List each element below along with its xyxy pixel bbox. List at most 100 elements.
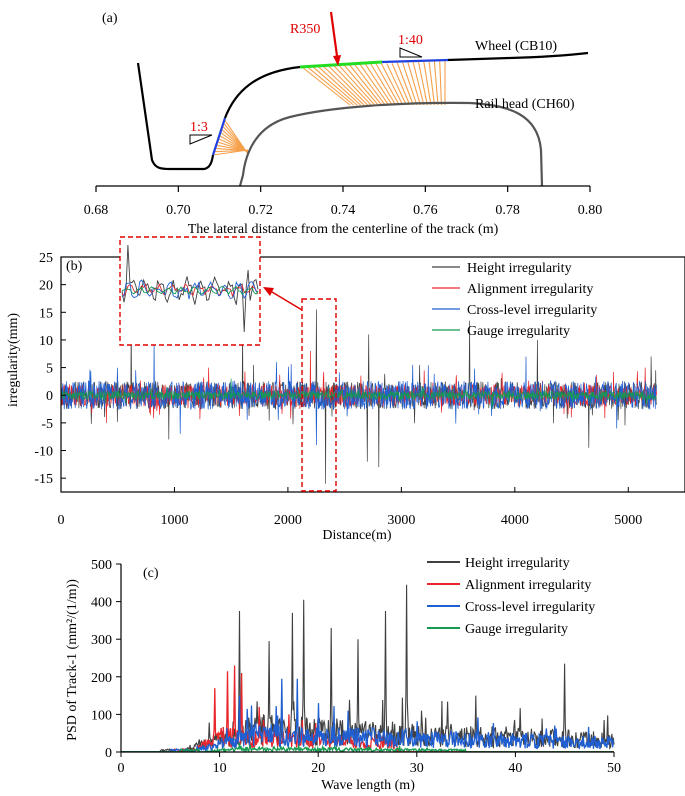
legend-b-label: Gauge irregularity — [467, 324, 570, 339]
legend-c-label: Alignment irregularity — [465, 578, 591, 593]
rail-head-profile — [238, 101, 544, 187]
zoom-inset-series — [121, 244, 259, 333]
contact-line — [343, 64, 379, 106]
axes-b: 0 1000 2000 3000 4000 5000 -15 -10 -5 0 5 10 15 20 25 — [34, 251, 642, 528]
inset-line-3 — [121, 279, 259, 300]
legend-c-label: Height irregularity — [465, 556, 570, 571]
inset-line-4 — [121, 285, 259, 296]
x-tick-label-b: 5000 — [614, 513, 642, 528]
x-ticks-a: 0.68 0.70 0.72 0.74 0.76 0.78 0.80 — [84, 186, 603, 218]
radius-label: R350 — [290, 22, 320, 37]
contact-line — [391, 63, 411, 106]
y-tick-label-b: -15 — [34, 472, 53, 487]
y-tick-label-c: 400 — [91, 596, 112, 611]
panel-b-label: (b) — [66, 259, 83, 274]
x-tick-label-c: 40 — [508, 761, 522, 776]
wheel-flange-segment — [211, 117, 227, 156]
legend-b-label: Alignment irregularity — [467, 282, 593, 297]
contact-line — [223, 118, 249, 155]
legend-b: Height irregularity Alignment irregularit… — [432, 261, 597, 339]
contact-line — [301, 66, 351, 106]
contact-line — [312, 66, 358, 106]
contact-line — [396, 62, 414, 106]
slope-1-3-label: 1:3 — [190, 120, 208, 135]
y-tick-label-c: 300 — [91, 633, 112, 648]
y-tick-label-b: -5 — [41, 417, 53, 432]
psd-line-3 — [121, 678, 615, 752]
legend-c-label: Gauge irregularity — [465, 622, 568, 637]
y-tick-label-c: 500 — [91, 558, 112, 573]
contact-line — [306, 66, 354, 106]
x-tick-label-a: 0.80 — [578, 203, 603, 218]
wheel-tread-radius — [299, 60, 383, 69]
panel-c-label: (c) — [143, 566, 159, 581]
contact-line — [423, 61, 432, 106]
slope-1-40-label: 1:40 — [398, 33, 423, 48]
contact-lines — [212, 61, 446, 156]
y-tick-label-b: 25 — [39, 251, 53, 266]
contact-line — [428, 61, 435, 106]
contact-line — [333, 65, 372, 106]
legend-b-label: Cross-level irregularity — [467, 303, 597, 318]
contact-line — [349, 64, 383, 106]
contact-line — [338, 65, 376, 106]
contact-line — [354, 64, 386, 106]
x-tick-label-a: 0.74 — [331, 203, 356, 218]
x-tick-label-b: 0 — [58, 513, 65, 528]
legend-b-label: Height irregularity — [467, 261, 572, 276]
x-tick-label-c: 0 — [118, 761, 125, 776]
contact-line — [417, 61, 428, 106]
contact-line — [386, 63, 407, 106]
contact-line — [402, 62, 418, 106]
wheel-tread-outer — [447, 51, 589, 62]
x-tick-label-a: 0.72 — [248, 203, 273, 218]
contact-line — [317, 65, 361, 106]
x-tick-label-a: 0.76 — [413, 203, 438, 218]
y-tick-label-b: -10 — [34, 445, 53, 460]
series-line-4 — [61, 378, 657, 410]
wheel-profile — [136, 62, 215, 171]
rail-label: Rail head (CH60) — [475, 97, 575, 112]
inset-line-1 — [121, 244, 259, 333]
zoom-window — [301, 298, 337, 492]
radius-arrowhead — [333, 55, 341, 66]
x-tick-label-c: 30 — [410, 761, 424, 776]
x-tick-label-b: 2000 — [274, 513, 302, 528]
x-axis-label-a: The lateral distance from the centerline… — [188, 222, 499, 237]
y-tick-label-b: 0 — [46, 389, 53, 404]
y-tick-label-c: 0 — [105, 746, 112, 761]
contact-line — [365, 64, 393, 106]
contact-line — [322, 65, 365, 106]
contact-line — [407, 62, 421, 106]
y-tick-label-b: 10 — [39, 334, 53, 349]
legend-c-label: Cross-level irregularity — [465, 600, 595, 615]
x-axis-label-b: Distance(m) — [322, 528, 392, 543]
panel-a: (a) R350 1:40 1:3 Wheel (CB10) Rail head… — [84, 11, 603, 237]
y-tick-label-b: 15 — [39, 306, 53, 321]
y-tick-label-c: 200 — [91, 671, 112, 686]
x-tick-label-a: 0.70 — [166, 203, 191, 218]
contact-line — [359, 64, 390, 106]
x-axis-label-c: Wave length (m) — [321, 778, 415, 793]
legend-c: Height irregularity Alignment irregularit… — [427, 556, 595, 637]
slope-1-3-triangle — [189, 134, 213, 145]
x-tick-label-b: 3000 — [387, 513, 415, 528]
radius-arrow — [329, 11, 339, 57]
y-tick-label-b: 20 — [39, 279, 53, 294]
plot-b-series — [61, 309, 657, 484]
contact-line — [375, 63, 400, 106]
x-tick-label-c: 10 — [213, 761, 227, 776]
x-tick-label-a: 0.68 — [84, 203, 109, 218]
x-tick-label-b: 4000 — [501, 513, 529, 528]
x-tick-label-a: 0.78 — [495, 203, 520, 218]
zoom-arrow — [271, 291, 303, 311]
x-tick-label-b: 1000 — [160, 513, 188, 528]
contact-line — [412, 62, 425, 106]
y-axis-label-b: irregularity(mm) — [6, 313, 21, 407]
plot-b-frame — [60, 256, 685, 493]
wheel-label: Wheel (CB10) — [475, 39, 557, 54]
x-tick-label-c: 20 — [311, 761, 325, 776]
x-tick-label-c: 50 — [607, 761, 621, 776]
